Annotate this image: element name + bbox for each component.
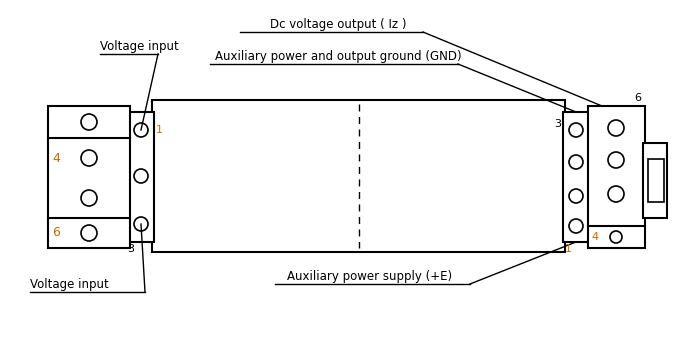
Text: 4: 4 — [591, 232, 598, 242]
Text: 6: 6 — [52, 226, 60, 239]
Text: Voltage input: Voltage input — [100, 40, 179, 53]
Text: Auxiliary power supply (+E): Auxiliary power supply (+E) — [288, 270, 452, 283]
Bar — [563, 112, 590, 242]
Bar — [588, 106, 645, 248]
Text: 4: 4 — [52, 152, 60, 165]
Text: 3: 3 — [127, 244, 134, 254]
Bar — [128, 112, 154, 242]
Text: 1: 1 — [156, 125, 163, 135]
Bar — [648, 159, 664, 202]
Text: Voltage input: Voltage input — [30, 278, 109, 291]
Bar — [48, 106, 130, 248]
Text: Dc voltage output ( Iz ): Dc voltage output ( Iz ) — [269, 18, 406, 31]
Text: 3: 3 — [554, 119, 561, 129]
Bar — [152, 100, 565, 252]
Text: Auxiliary power and output ground (GND): Auxiliary power and output ground (GND) — [215, 50, 461, 63]
Bar — [643, 143, 667, 218]
Text: 1: 1 — [565, 244, 572, 254]
Text: 6: 6 — [634, 93, 641, 103]
